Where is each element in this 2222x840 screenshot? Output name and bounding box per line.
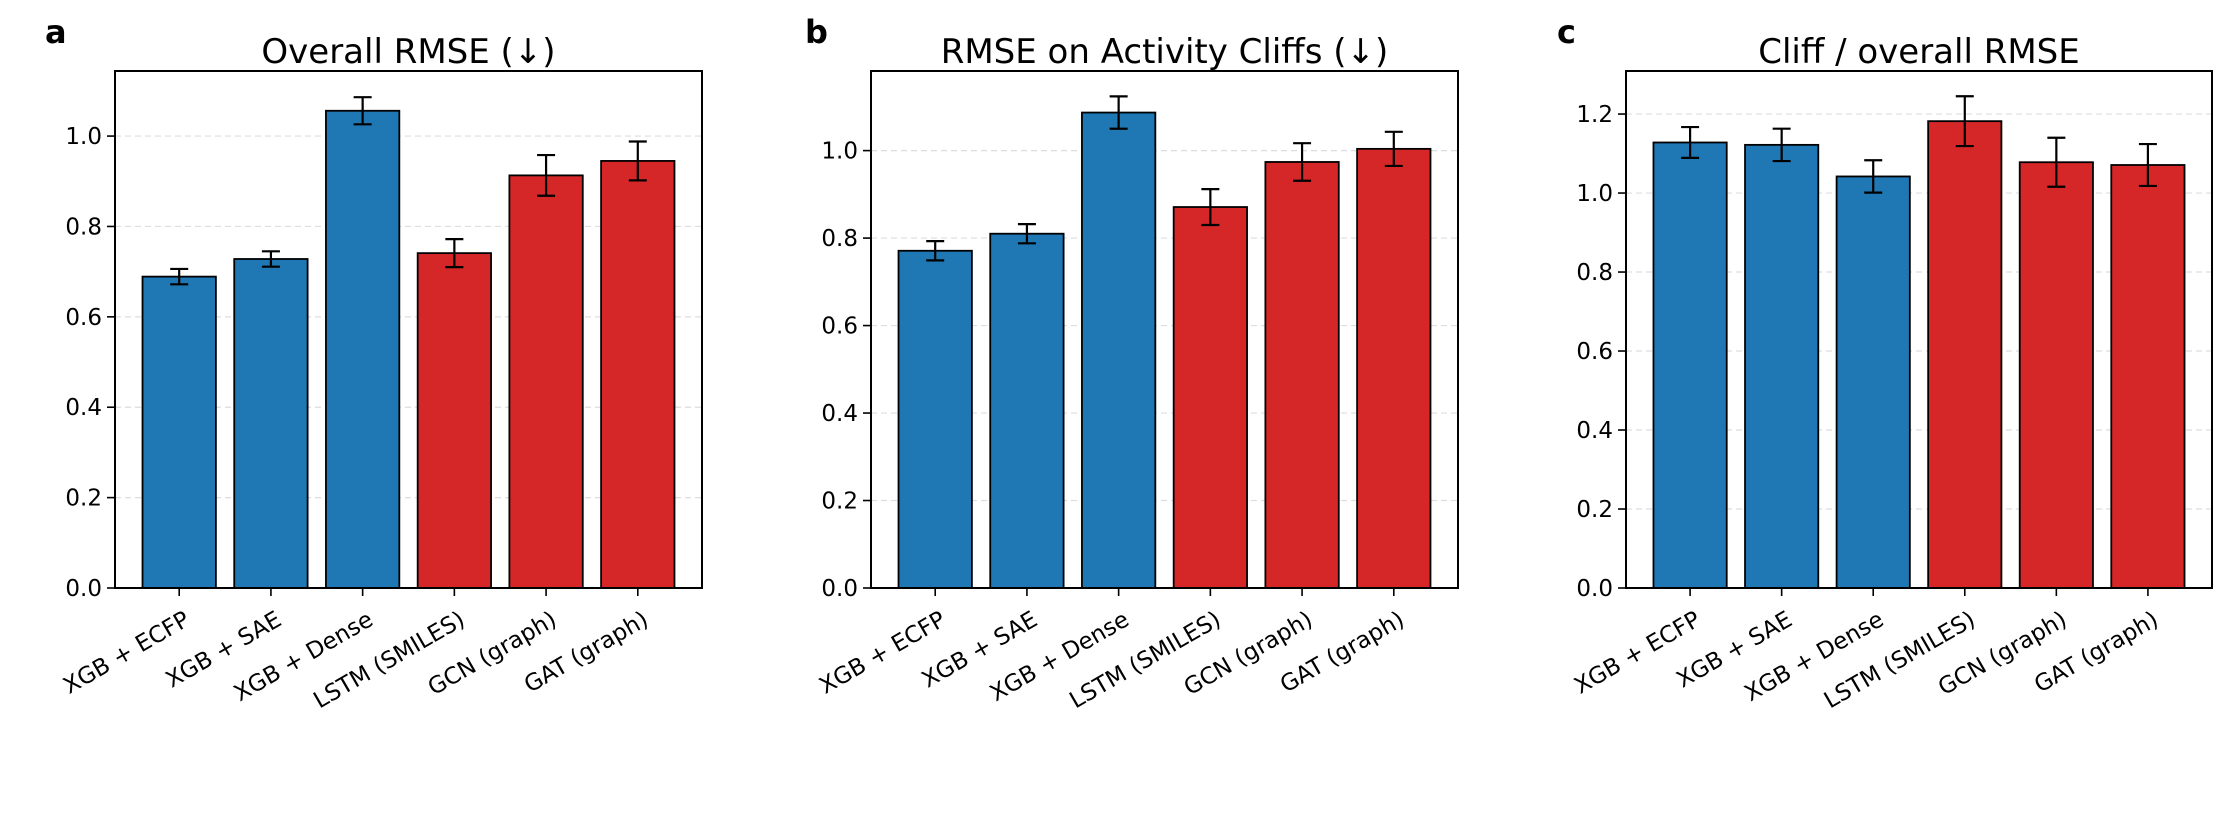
chart-title: Cliff / overall RMSE [1758, 32, 2080, 72]
panel-letter: c [1557, 13, 1576, 51]
bar [1652, 141, 1728, 589]
bar [1744, 143, 1820, 589]
x-tick-label: LSTM (SMILES) [309, 607, 469, 714]
bar [897, 249, 973, 589]
bar [989, 232, 1065, 589]
y-tick-label: 1.2 [1576, 102, 1613, 128]
y-tick-label: 0.2 [65, 486, 102, 512]
bar [2110, 164, 2186, 589]
y-tick-label: 0.8 [821, 226, 858, 252]
y-tick-label: 0.8 [65, 214, 102, 240]
y-tick-label: 0.4 [821, 401, 858, 427]
panel-letter: a [45, 13, 67, 51]
y-tick-label: 0.0 [1576, 576, 1613, 602]
y-tick-label: 0.6 [1576, 339, 1613, 365]
x-tick-label: LSTM (SMILES) [1065, 607, 1225, 714]
axes-frame [1625, 70, 2213, 589]
y-tick-label: 0.6 [65, 305, 102, 331]
chart-title: Overall RMSE (↓) [261, 32, 555, 72]
y-tick-label: 0.4 [1576, 418, 1613, 444]
bar [1356, 147, 1432, 589]
y-tick-label: 0.0 [65, 576, 102, 602]
bar [1081, 111, 1157, 589]
bar [233, 258, 309, 589]
y-tick-label: 0.0 [821, 576, 858, 602]
chart-title: RMSE on Activity Cliffs (↓) [941, 32, 1389, 72]
axes-frame [870, 70, 1459, 589]
y-tick-label: 0.2 [821, 489, 858, 515]
bar [416, 252, 492, 589]
axes-frame [114, 70, 703, 589]
x-tick-label: LSTM (SMILES) [1820, 607, 1980, 714]
bar [1172, 206, 1248, 589]
bar [325, 109, 401, 589]
y-tick-label: 0.2 [1576, 497, 1613, 523]
bar [1835, 175, 1911, 589]
bar [600, 160, 676, 589]
bar [508, 174, 584, 589]
y-tick-label: 1.0 [65, 124, 102, 150]
y-tick-label: 1.0 [1576, 181, 1613, 207]
y-tick-label: 0.6 [821, 314, 858, 340]
y-tick-label: 0.4 [65, 395, 102, 421]
bar [1264, 161, 1340, 589]
panel-letter: b [805, 13, 828, 51]
y-tick-label: 0.8 [1576, 260, 1613, 286]
bar [2018, 161, 2094, 589]
y-tick-label: 1.0 [821, 139, 858, 165]
bar [1927, 120, 2003, 589]
bar [141, 275, 217, 589]
